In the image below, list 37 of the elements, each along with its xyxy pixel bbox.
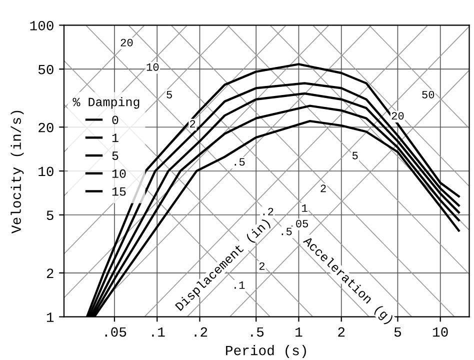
annotation: 1 xyxy=(302,204,308,212)
annotation: .05 xyxy=(291,220,308,228)
x-tick-label: 1 xyxy=(296,327,302,337)
y-tick-label: 100 xyxy=(30,20,54,30)
annotation: 50 xyxy=(422,90,434,98)
y-tick-label: 10 xyxy=(38,166,54,176)
x-tick-label: 2 xyxy=(338,327,345,337)
x-tick-label: 10 xyxy=(433,327,448,337)
legend-title: % Damping xyxy=(72,97,140,109)
annotation: 10 xyxy=(146,63,159,71)
y-tick-label: 20 xyxy=(38,122,54,132)
annotation: 2 xyxy=(320,184,326,192)
legend-label: 15 xyxy=(112,187,126,196)
legend-label: 10 xyxy=(112,169,126,178)
x-axis-title: Period (s) xyxy=(226,345,306,358)
y-tick-label: 2 xyxy=(46,268,54,278)
legend-label: 5 xyxy=(112,152,118,160)
annotation: 20 xyxy=(392,112,404,120)
y-axis-title: Velocity (in/s) xyxy=(10,110,24,234)
y-tick-label: 50 xyxy=(38,64,54,74)
annotation: 5 xyxy=(352,152,358,160)
x-tick-label: .2 xyxy=(194,327,208,337)
x-tick-label: .05 xyxy=(105,327,126,337)
legend-label: 0 xyxy=(112,116,118,124)
y-tick-label: 1 xyxy=(46,312,54,322)
legend-label: 1 xyxy=(112,134,118,142)
x-tick-label: .1 xyxy=(152,327,165,337)
annotation: .2 xyxy=(263,208,274,216)
annotation: .5 xyxy=(282,228,292,236)
y-tick-label: 5 xyxy=(46,210,54,220)
annotation: .5 xyxy=(234,158,245,166)
annotation: 2 xyxy=(190,120,196,128)
annotation: 5 xyxy=(166,90,172,98)
annotation: 2 xyxy=(259,262,265,270)
x-tick-label: .5 xyxy=(251,327,264,337)
x-tick-label: 5 xyxy=(394,327,402,337)
annotation: 20 xyxy=(120,38,133,46)
